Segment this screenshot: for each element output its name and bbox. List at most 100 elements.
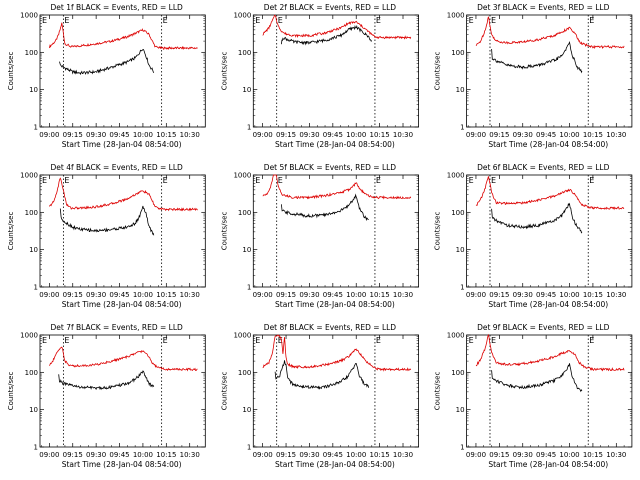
y-tick-label: 10 — [29, 86, 38, 94]
panel-title: Det 9f BLACK = Events, RED = LLD — [477, 323, 610, 332]
x-tick-label: 10:15 — [156, 291, 176, 299]
time-marker-label: E — [255, 336, 260, 345]
time-marker-label: E — [255, 176, 260, 185]
panel-title: Det 5f BLACK = Events, RED = LLD — [264, 163, 397, 172]
x-tick-label: 09:45 — [109, 451, 129, 459]
time-marker-label: E — [163, 176, 168, 185]
series-line-events — [491, 202, 583, 234]
y-tick-label: 1 — [460, 124, 464, 132]
time-marker-label: E — [64, 336, 69, 345]
x-tick-label: 10:00 — [346, 451, 366, 459]
time-marker-label: E — [42, 16, 47, 25]
x-axis-label: Start Time (28-Jan-04 08:54:00) — [488, 300, 608, 309]
y-tick-label: 1 — [247, 124, 251, 132]
x-tick-label: 10:30 — [606, 131, 626, 139]
x-tick-label: 09:45 — [109, 291, 129, 299]
y-tick-label: 100 — [238, 209, 251, 217]
x-tick-label: 10:30 — [393, 291, 413, 299]
x-tick-label: 10:30 — [393, 131, 413, 139]
y-axis-label: Counts/sec — [7, 372, 15, 411]
x-tick-label: 09:45 — [536, 291, 556, 299]
x-tick-label: 10:00 — [559, 291, 579, 299]
x-axis-label: Start Time (28-Jan-04 08:54:00) — [62, 460, 182, 469]
x-tick-label: 09:15 — [276, 451, 296, 459]
x-tick-label: 09:45 — [323, 451, 343, 459]
series-line-lld — [49, 22, 198, 51]
time-marker-label: E — [491, 176, 496, 185]
y-tick-label: 1000 — [20, 332, 38, 340]
x-tick-label: 09:30 — [86, 131, 106, 139]
x-tick-label: 09:30 — [299, 131, 319, 139]
series-line-events — [281, 193, 369, 222]
x-tick-label: 10:30 — [606, 451, 626, 459]
y-tick-label: 1000 — [447, 172, 465, 180]
series-line-lld — [475, 333, 625, 372]
plot-frame — [252, 174, 420, 288]
y-axis-label: Counts/sec — [7, 52, 15, 91]
series-line-events — [274, 360, 370, 390]
x-tick-label: 09:45 — [323, 131, 343, 139]
time-marker-label: E — [589, 336, 594, 345]
plot-frame — [466, 14, 633, 128]
series-line-events — [491, 40, 583, 74]
y-tick-label: 1 — [460, 444, 464, 452]
time-marker-label: E — [163, 336, 168, 345]
x-tick-label: 10:15 — [370, 451, 390, 459]
x-axis-label: Start Time (28-Jan-04 08:54:00) — [62, 140, 182, 149]
x-tick-label: 10:15 — [583, 291, 603, 299]
panel-8: Det 8f BLACK = Events, RED = LLD 1 10 100 10… — [220, 323, 420, 469]
y-tick-label: 1000 — [447, 332, 465, 340]
x-tick-label: 09:30 — [513, 451, 533, 459]
x-tick-label: 10:15 — [156, 451, 176, 459]
series-line-events — [59, 49, 155, 76]
time-marker-label: E — [42, 336, 47, 345]
plot-frame — [252, 334, 420, 448]
y-tick-label: 10 — [456, 406, 465, 414]
panel-2: Det 2f BLACK = Events, RED = LLD 1 10 100 10… — [220, 3, 420, 149]
x-tick-label: 10:15 — [370, 131, 390, 139]
panel-title: Det 4f BLACK = Events, RED = LLD — [51, 163, 184, 172]
y-tick-label: 10 — [242, 86, 251, 94]
x-tick-label: 09:45 — [109, 131, 129, 139]
y-tick-label: 10 — [456, 246, 465, 254]
y-tick-label: 10 — [456, 86, 465, 94]
x-tick-label: 09:15 — [63, 451, 83, 459]
panel-9: Det 9f BLACK = Events, RED = LLD 1 10 100 10… — [434, 323, 633, 469]
plot-frame — [39, 174, 206, 288]
y-tick-label: 1 — [34, 284, 38, 292]
series-line-lld — [475, 16, 625, 50]
x-tick-label: 10:30 — [180, 451, 200, 459]
time-marker-label: E — [42, 176, 47, 185]
time-marker-label: E — [491, 16, 496, 25]
time-marker-label: E — [376, 16, 381, 25]
x-tick-label: 10:15 — [583, 131, 603, 139]
x-axis-label: Start Time (28-Jan-04 08:54:00) — [275, 300, 395, 309]
panel-6: Det 6f BLACK = Events, RED = LLD 1 10 100 10… — [434, 163, 633, 309]
panel-4: Det 4f BLACK = Events, RED = LLD 1 10 100 10… — [7, 163, 206, 309]
x-tick-label: 10:00 — [559, 131, 579, 139]
y-tick-label: 1000 — [447, 12, 465, 20]
x-tick-label: 09:00 — [253, 131, 273, 139]
time-marker-label: E — [469, 336, 474, 345]
x-tick-label: 09:45 — [323, 291, 343, 299]
x-tick-label: 09:15 — [276, 291, 296, 299]
x-axis-label: Start Time (28-Jan-04 08:54:00) — [488, 460, 608, 469]
x-tick-label: 09:15 — [63, 131, 83, 139]
series-line-events — [281, 24, 373, 46]
panel-title: Det 1f BLACK = Events, RED = LLD — [51, 3, 184, 12]
y-tick-label: 100 — [451, 209, 464, 217]
x-tick-label: 10:00 — [346, 131, 366, 139]
y-axis-label: Counts/sec — [220, 372, 228, 411]
time-marker-label: E — [64, 16, 69, 25]
panel-title: Det 3f BLACK = Events, RED = LLD — [477, 3, 610, 12]
time-marker-label: E — [278, 176, 283, 185]
y-tick-label: 10 — [29, 406, 38, 414]
x-tick-label: 10:00 — [133, 291, 153, 299]
y-tick-label: 10 — [242, 406, 251, 414]
time-marker-label: E — [491, 336, 496, 345]
x-tick-label: 09:00 — [39, 131, 59, 139]
series-line-lld — [262, 334, 412, 372]
x-tick-label: 09:00 — [466, 451, 486, 459]
panel-title: Det 8f BLACK = Events, RED = LLD — [264, 323, 397, 332]
y-axis-label: Counts/sec — [434, 372, 442, 411]
